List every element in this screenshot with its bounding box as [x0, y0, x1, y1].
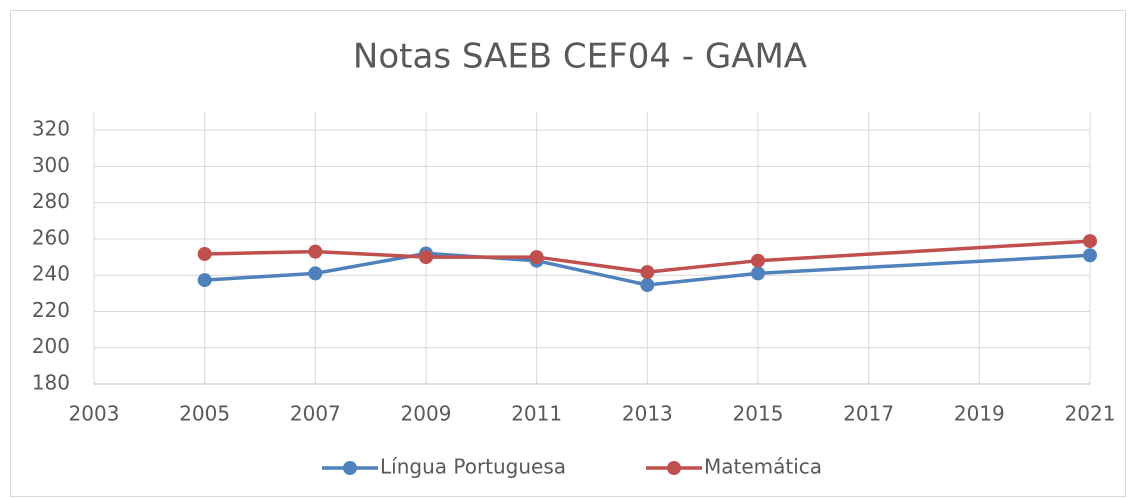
data-point [640, 277, 655, 292]
data-point [419, 250, 433, 265]
data-point [751, 253, 765, 268]
x-tick-label: 2019 [954, 402, 1005, 426]
legend-label: Língua Portuguesa [380, 455, 566, 479]
data-point [1083, 234, 1097, 249]
x-tick-label: 2013 [622, 402, 673, 426]
x-tick-label: 2003 [69, 402, 120, 426]
y-tick-label: 200 [32, 334, 70, 358]
x-tick-label: 2005 [179, 402, 230, 426]
y-tick-label: 260 [32, 225, 70, 249]
y-tick-label: 300 [32, 153, 70, 177]
data-point [197, 273, 212, 288]
x-tick-label: 2015 [733, 402, 784, 426]
x-tick-label: 2021 [1065, 402, 1116, 426]
data-point [529, 250, 544, 265]
x-tick-label: 2007 [290, 402, 341, 426]
y-tick-label: 220 [32, 298, 70, 322]
data-point [197, 246, 212, 261]
y-tick-label: 180 [32, 371, 70, 395]
data-point [751, 266, 765, 281]
chart-border [10, 10, 1126, 497]
x-tick-label: 2017 [843, 402, 894, 426]
y-tick-label: 320 [32, 117, 70, 141]
x-tick-label: 2011 [511, 402, 562, 426]
legend-marker [667, 461, 681, 475]
legend-label: Matemática [704, 455, 822, 479]
chart-title: Notas SAEB CEF04 - GAMA [353, 37, 807, 77]
data-point [308, 244, 323, 259]
y-tick-label: 280 [32, 189, 70, 213]
data-point [308, 266, 323, 281]
x-tick-label: 2009 [401, 402, 452, 426]
y-tick-label: 240 [32, 262, 70, 286]
legend-marker [343, 461, 357, 475]
data-point [640, 265, 655, 280]
data-point [1083, 248, 1097, 263]
